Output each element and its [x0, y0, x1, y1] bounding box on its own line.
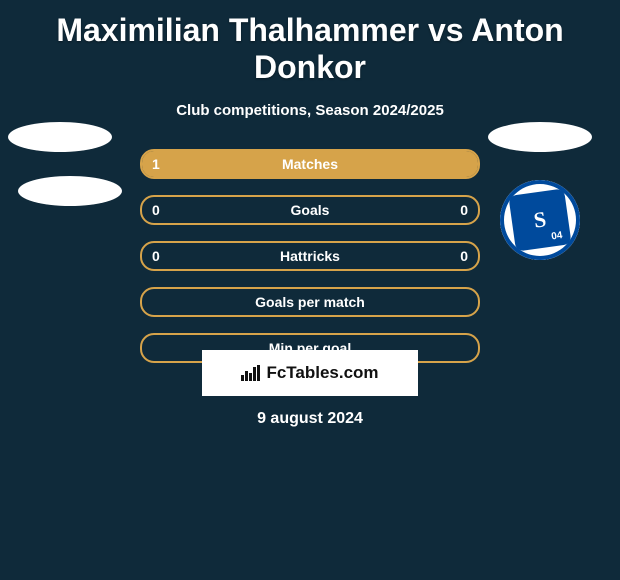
stat-left-value: 0: [152, 202, 160, 218]
club-badge-number: 04: [551, 230, 564, 242]
stat-right-value: 0: [460, 202, 468, 218]
stat-row-matches: 1 Matches: [140, 149, 480, 179]
date-label: 9 august 2024: [0, 410, 620, 428]
stat-row-hattricks: 0 Hattricks 0: [140, 241, 480, 271]
club-badge-inner: S 04: [508, 188, 571, 251]
page-title: Maximilian Thalhammer vs Anton Donkor: [0, 0, 620, 86]
stat-label: Goals per match: [255, 294, 365, 310]
stat-label: Min per goal: [269, 340, 351, 356]
fctables-watermark[interactable]: FcTables.com: [202, 350, 418, 396]
club-badge-schalke04: S 04: [500, 180, 580, 260]
stat-label: Matches: [282, 156, 338, 172]
fctables-label: FcTables.com: [266, 363, 378, 383]
bar-chart-icon: [241, 365, 260, 381]
player1-badge-placeholder-2: [18, 176, 122, 206]
stat-left-value: 1: [152, 156, 160, 172]
stats-area: 1 Matches 0 Goals 0 0 Hattricks 0 Goals …: [0, 149, 620, 389]
club-badge-letter: S: [532, 206, 548, 233]
stat-left-value: 0: [152, 248, 160, 264]
stat-right-value: 0: [460, 248, 468, 264]
stat-row-goals: 0 Goals 0: [140, 195, 480, 225]
stat-row-goals-per-match: Goals per match: [140, 287, 480, 317]
player1-badge-placeholder-1: [8, 122, 112, 152]
stat-label: Hattricks: [280, 248, 340, 264]
player2-badge-placeholder-1: [488, 122, 592, 152]
stat-label: Goals: [291, 202, 330, 218]
page-subtitle: Club competitions, Season 2024/2025: [0, 102, 620, 119]
